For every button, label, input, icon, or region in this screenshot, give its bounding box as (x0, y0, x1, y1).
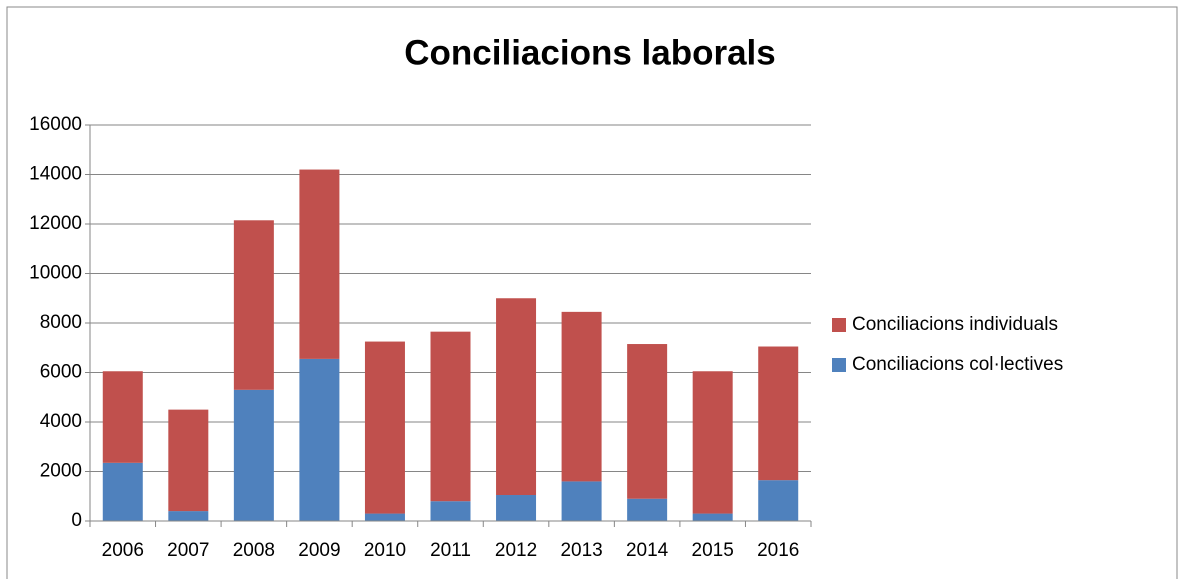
legend-swatch (832, 318, 846, 332)
x-tick-label: 2012 (495, 540, 537, 561)
bar-segment (627, 498, 668, 521)
bar-segment (233, 220, 274, 390)
legend-swatch (832, 358, 846, 372)
bar-segment (496, 495, 537, 521)
x-tick-label: 2011 (430, 540, 471, 561)
bar-segment (561, 481, 602, 521)
y-tick-label: 14000 (29, 164, 82, 185)
y-tick-label: 10000 (29, 263, 82, 284)
y-tick-label: 8000 (40, 312, 82, 333)
y-tick-label: 4000 (40, 411, 82, 432)
y-tick-label: 12000 (29, 213, 82, 234)
bar-segment (692, 371, 733, 514)
bar-segment (233, 389, 274, 521)
bar-segment (692, 513, 733, 521)
x-tick-label: 2008 (233, 540, 275, 561)
bar-segment (758, 480, 799, 521)
bar-segment (364, 513, 405, 521)
bar-segment (299, 169, 340, 359)
bar-segment (430, 501, 471, 521)
bar-segment (299, 358, 340, 521)
y-tick-label: 6000 (40, 362, 82, 383)
bar-segment (430, 331, 471, 502)
bar-segment (168, 511, 209, 521)
bar-segment (627, 344, 668, 499)
bar-segment (102, 371, 143, 463)
x-tick-label: 2016 (757, 540, 799, 561)
legend-label: Conciliacions individuals (852, 314, 1058, 335)
bar-segment (758, 346, 799, 481)
bar-segment (168, 409, 209, 512)
x-tick-label: 2009 (298, 540, 340, 561)
y-tick-label: 0 (71, 510, 82, 531)
bar-segment (496, 298, 537, 496)
x-tick-label: 2010 (364, 540, 406, 561)
x-tick-label: 2013 (560, 540, 602, 561)
chart-title: Conciliacions laborals (404, 33, 776, 72)
x-tick-label: 2006 (102, 540, 144, 561)
x-tick-label: 2015 (692, 540, 734, 561)
y-tick-label: 16000 (29, 114, 82, 135)
bar-segment (364, 341, 405, 514)
bar-segment (102, 462, 143, 521)
bar-segment (561, 311, 602, 482)
x-tick-label: 2014 (626, 540, 669, 561)
x-tick-label: 2007 (167, 540, 209, 561)
legend-label: Conciliacions col·lectives (852, 354, 1063, 375)
y-tick-label: 2000 (40, 461, 82, 482)
